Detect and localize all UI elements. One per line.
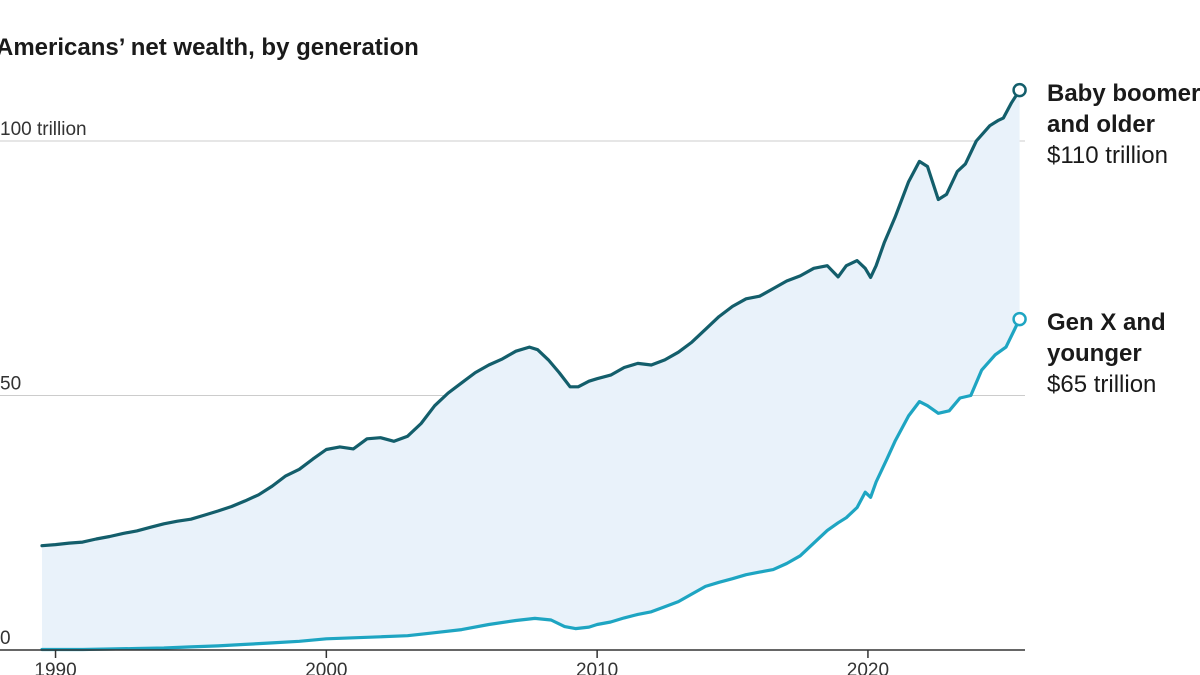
series-line-1 xyxy=(40,317,1022,652)
x-tick-label: 2000 xyxy=(305,660,347,675)
series-end-marker-0 xyxy=(1012,82,1027,98)
chart-title: Americans’ net wealth, by generation xyxy=(0,34,419,61)
x-tick-label: 2010 xyxy=(576,660,618,675)
y-tick-label: 0 xyxy=(0,628,11,649)
series-label-0: and older xyxy=(1047,111,1155,138)
area-fill-between-series xyxy=(42,90,1020,650)
y-tick-label: 50 xyxy=(0,374,21,395)
series-label-0: Baby boomer xyxy=(1047,80,1200,107)
series-value-label-1: $65 trillion xyxy=(1047,371,1156,398)
series-label-1: Gen X and xyxy=(1047,309,1166,336)
series-end-marker-1 xyxy=(1012,311,1027,327)
series-label-1: younger xyxy=(1047,340,1142,367)
series-line-0 xyxy=(40,88,1022,548)
x-tick-label: 1990 xyxy=(34,660,76,675)
series-layer xyxy=(40,82,1027,652)
axis-layer: 1990 2000 2010 2020 xyxy=(0,649,1025,675)
x-tick-label: 2020 xyxy=(847,660,889,675)
y-tick-label: 100 trillion xyxy=(0,119,87,140)
series-label-layer: Baby boomer and older $110 trillion Gen X a… xyxy=(1047,80,1200,398)
series-value-label-0: $110 trillion xyxy=(1047,142,1168,169)
